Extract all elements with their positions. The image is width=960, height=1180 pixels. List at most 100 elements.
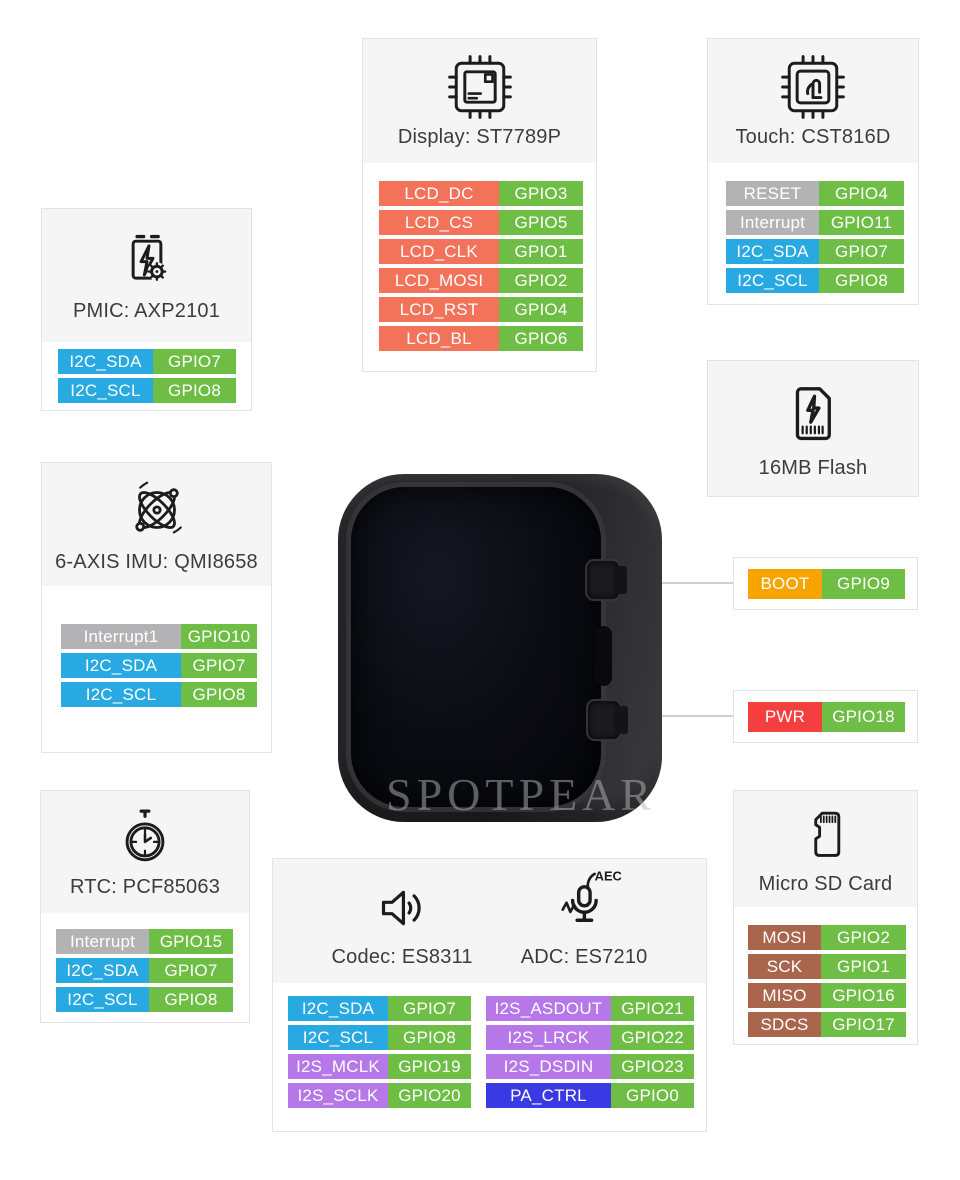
pin-gpio: GPIO18: [822, 701, 905, 732]
device-screen: [351, 487, 601, 807]
pmic-title: PMIC: AXP2101: [72, 300, 221, 322]
pin-gpio: GPIO1: [499, 239, 583, 264]
pin-row-i2c_scl: I2C_SCL GPIO8: [288, 1025, 471, 1050]
pin-gpio: GPIO9: [822, 568, 905, 599]
pin-gpio: GPIO11: [819, 210, 904, 235]
pin-row-i2c_sda: I2C_SDA GPIO7: [61, 653, 271, 678]
pin-row-i2c_scl: I2C_SCL GPIO8: [56, 987, 249, 1012]
codec-header-group: Codec: ES8311: [332, 876, 473, 969]
pin-gpio: GPIO7: [388, 996, 471, 1021]
pin-row-lcd_clk: LCD_CLK GPIO1: [379, 239, 596, 264]
pin-row-lcd_bl: LCD_BL GPIO6: [379, 326, 596, 351]
svg-text:AEC: AEC: [595, 869, 622, 884]
micro-sd-icon: [794, 803, 858, 867]
pin-label: RESET: [726, 181, 819, 206]
pin-gpio: GPIO8: [153, 378, 236, 403]
pmic-pin-table: I2C_SDA GPIO7 I2C_SCL GPIO8: [42, 342, 251, 403]
pin-row-lcd_dc: LCD_DC GPIO3: [379, 181, 596, 206]
pin-label: MISO: [748, 983, 821, 1008]
pin-label: Interrupt1: [61, 624, 181, 649]
display-card: Display: ST7789P LCD_DC GPIO3 LCD_CS GPIO5 L…: [362, 38, 597, 372]
device-boot-button: [585, 559, 627, 601]
pin-row-interrupt: Interrupt GPIO15: [56, 929, 249, 954]
touch-chip-icon: [780, 54, 846, 120]
adc-title: ADC: ES7210: [520, 946, 648, 968]
pin-row-i2s_mclk: I2S_MCLK GPIO19: [288, 1054, 471, 1079]
pin-row-i2c_sda: I2C_SDA GPIO7: [56, 958, 249, 983]
pin-row-i2c_sda: I2C_SDA GPIO7: [58, 349, 251, 374]
pin-gpio: GPIO4: [819, 181, 904, 206]
pin-row-i2c_scl: I2C_SCL GPIO8: [61, 682, 271, 707]
micro-sd-card: Micro SD Card MOSI GPIO2 SCK GPIO1 MISO GPIO1…: [733, 790, 918, 1045]
pin-row-i2c_scl: I2C_SCL GPIO8: [726, 268, 918, 293]
imu-card: 6-AXIS IMU: QMI8658 Interrupt1 GPIO10 I2C_…: [41, 462, 272, 753]
flash-card: 16MB Flash: [707, 360, 919, 497]
pin-gpio: GPIO8: [181, 682, 257, 707]
battery-power-icon: [114, 228, 180, 294]
speaker-icon: [366, 876, 438, 940]
pin-label: I2C_SCL: [61, 682, 181, 707]
pin-gpio: GPIO3: [499, 181, 583, 206]
pin-gpio: GPIO4: [499, 297, 583, 322]
pin-label: I2S_MCLK: [288, 1054, 388, 1079]
pin-gpio: GPIO1: [821, 954, 906, 979]
pin-gpio: GPIO15: [149, 929, 233, 954]
pin-row-i2s_sclk: I2S_SCLK GPIO20: [288, 1083, 471, 1108]
display-title: Display: ST7789P: [397, 125, 562, 148]
pin-row-reset: RESET GPIO4: [726, 181, 918, 206]
sd-pin-table: MOSI GPIO2 SCK GPIO1 MISO GPIO16 SDCS GPIO17: [734, 907, 917, 1037]
rtc-pin-table: Interrupt GPIO15 I2C_SDA GPIO7 I2C_SCL GPIO8: [41, 913, 249, 1012]
codec-pin-table: I2C_SDA GPIO7 I2C_SCL GPIO8 I2S_MCLK GPIO19 I2…: [288, 996, 471, 1112]
pin-row-pwr: PWR GPIO18: [748, 701, 905, 732]
pin-label: I2S_ASDOUT: [486, 996, 611, 1021]
display-pin-table: LCD_DC GPIO3 LCD_CS GPIO5 LCD_CLK GPIO1 LCD_MO…: [363, 163, 596, 351]
pin-gpio: GPIO2: [821, 925, 906, 950]
pin-label: PWR: [748, 701, 822, 732]
pin-label: LCD_BL: [379, 326, 499, 351]
adc-pin-table: I2S_ASDOUT GPIO21 I2S_LRCK GPIO22 I2S_DSDIN G…: [486, 996, 694, 1112]
pin-gpio: GPIO7: [181, 653, 257, 678]
rtc-card: RTC: PCF85063 Interrupt GPIO15 I2C_SDA GPIO…: [40, 790, 250, 1023]
pwr-connector-line: [633, 715, 733, 717]
pin-label: I2C_SCL: [288, 1025, 388, 1050]
microphone-aec-icon: AEC: [546, 864, 622, 940]
pin-row-i2c_sda: I2C_SDA GPIO7: [288, 996, 471, 1021]
display-card-header: Display: ST7789P: [363, 39, 596, 163]
boot-pin-table: BOOT GPIO9: [734, 568, 905, 599]
pin-row-interrupt: Interrupt GPIO11: [726, 210, 918, 235]
pin-gpio: GPIO20: [388, 1083, 471, 1108]
imu-card-header: 6-AXIS IMU: QMI8658: [42, 463, 271, 586]
pin-label: SCK: [748, 954, 821, 979]
pin-gpio: GPIO19: [388, 1054, 471, 1079]
pin-row-mosi: MOSI GPIO2: [748, 925, 917, 950]
pin-row-sck: SCK GPIO1: [748, 954, 917, 979]
pin-label: I2S_SCLK: [288, 1083, 388, 1108]
pin-row-sdcs: SDCS GPIO17: [748, 1012, 917, 1037]
pin-label: I2C_SCL: [726, 268, 819, 293]
pin-gpio: GPIO10: [181, 624, 257, 649]
device-side-slot: [595, 626, 612, 686]
pin-label: PA_CTRL: [486, 1083, 611, 1108]
pin-gpio: GPIO5: [499, 210, 583, 235]
pin-gpio: GPIO8: [388, 1025, 471, 1050]
pin-label: BOOT: [748, 568, 822, 599]
pin-label: I2C_SDA: [58, 349, 153, 374]
imu-pin-table: Interrupt1 GPIO10 I2C_SDA GPIO7 I2C_SCL GPIO8: [42, 586, 271, 707]
pin-label: I2C_SCL: [56, 987, 149, 1012]
pin-row-i2c_scl: I2C_SCL GPIO8: [58, 378, 251, 403]
pin-gpio: GPIO6: [499, 326, 583, 351]
pin-label: LCD_DC: [379, 181, 499, 206]
codec-card-body: I2C_SDA GPIO7 I2C_SCL GPIO8 I2S_MCLK GPIO19 I2…: [273, 983, 706, 1112]
pwr-card: PWR GPIO18: [733, 690, 918, 743]
pin-gpio: GPIO8: [819, 268, 904, 293]
pin-label: MOSI: [748, 925, 821, 950]
flash-title: 16MB Flash: [758, 457, 868, 479]
pin-gpio: GPIO7: [149, 958, 233, 983]
pwr-pin-table: PWR GPIO18: [734, 701, 905, 732]
sd-card-header: Micro SD Card: [734, 791, 917, 907]
pin-row-i2s_asdout: I2S_ASDOUT GPIO21: [486, 996, 694, 1021]
touch-pin-table: RESET GPIO4 Interrupt GPIO11 I2C_SDA GPIO7 I2C…: [708, 163, 918, 293]
pin-label: I2C_SDA: [726, 239, 819, 264]
pin-gpio: GPIO0: [611, 1083, 694, 1108]
pin-label: I2C_SDA: [288, 996, 388, 1021]
